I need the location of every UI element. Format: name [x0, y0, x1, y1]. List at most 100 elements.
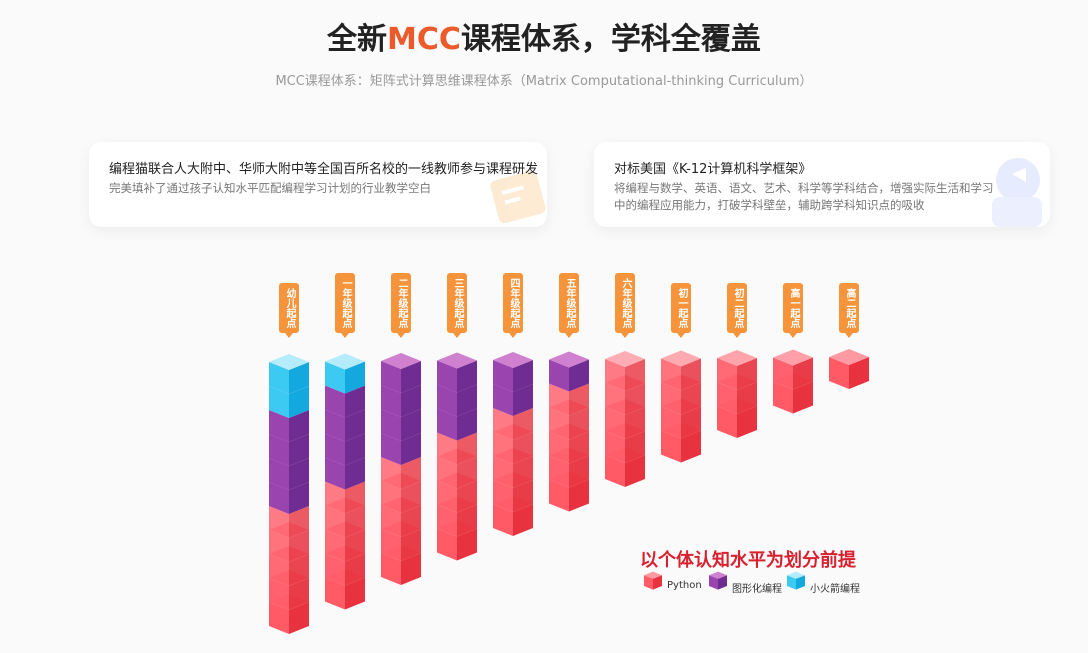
stage-label: 幼儿起点 — [279, 283, 299, 333]
cube-left — [829, 357, 849, 389]
cube-left — [325, 505, 345, 538]
cube-top — [717, 350, 757, 366]
cube-right — [401, 505, 421, 537]
cube-top — [605, 351, 645, 367]
cube-right — [513, 408, 533, 440]
cube-top — [709, 571, 727, 579]
cube-left — [717, 358, 737, 390]
cube-left — [269, 362, 289, 394]
stage-label: 六年级起点 — [615, 273, 635, 333]
cube-right — [569, 455, 589, 488]
cube-right — [681, 382, 701, 415]
cube-left — [269, 530, 289, 562]
cube-left — [661, 382, 681, 415]
cube-left — [549, 359, 569, 392]
cube-right — [569, 359, 589, 392]
cube-right — [289, 578, 309, 610]
cube-right — [345, 457, 365, 490]
cube-left — [381, 553, 401, 585]
stage-label: 初一起点 — [671, 283, 691, 333]
cube-top — [644, 571, 662, 579]
cube-right — [345, 529, 365, 562]
cube-left — [493, 480, 513, 512]
cube-right — [737, 406, 757, 438]
cube-right — [718, 575, 727, 590]
cube-top — [661, 350, 701, 367]
cube-stack-graphical — [549, 351, 589, 392]
cube-right — [457, 360, 477, 393]
legend-swatch — [709, 571, 727, 590]
cube-top — [269, 354, 309, 370]
cube-right — [345, 553, 365, 586]
tag-pointer — [397, 333, 405, 338]
cube-left — [605, 407, 625, 439]
stage-label: 二年级起点 — [391, 273, 411, 333]
cube-left — [325, 553, 345, 586]
cube-left — [381, 409, 401, 441]
cube-right — [401, 385, 421, 417]
title-suffix: 课程体系，学科全覆盖 — [460, 22, 761, 57]
cube-right — [625, 455, 645, 487]
cube-left — [493, 456, 513, 488]
cube-stack-python — [661, 350, 701, 463]
cube-left — [381, 505, 401, 537]
cube-left — [787, 575, 796, 590]
cube-stack-rocket — [269, 354, 309, 418]
card: 对标美国《K-12计算机科学框架》 将编程与数学、英语、语文、艺术、科学等学科结… — [594, 142, 1050, 227]
cube-right — [569, 479, 589, 512]
cube-right — [569, 383, 589, 416]
cube-top — [381, 353, 421, 369]
legend-label: 小火箭编程 — [810, 584, 860, 595]
cube-top — [773, 349, 813, 366]
cube-left — [325, 529, 345, 562]
cube-right — [681, 358, 701, 391]
cube-left — [661, 406, 681, 439]
cube-right — [569, 431, 589, 464]
cube-stack-rocket — [325, 353, 365, 394]
cube-right — [625, 407, 645, 439]
title-highlight: MCC — [387, 22, 461, 57]
card-icon — [992, 158, 1042, 227]
cube-left — [269, 602, 289, 634]
cube-left — [269, 434, 289, 466]
tag-pointer — [509, 333, 517, 338]
cube-right — [401, 481, 421, 513]
cube-left — [437, 384, 457, 417]
cube-right — [513, 432, 533, 464]
cube-left — [269, 410, 289, 442]
cube-right — [345, 481, 365, 514]
legend-swatch — [644, 571, 662, 590]
cube-right — [457, 384, 477, 417]
cube-left — [437, 480, 457, 513]
cube-stack-python — [325, 473, 365, 610]
cube-left — [325, 481, 345, 514]
cube-left — [549, 383, 569, 416]
cube-right — [345, 433, 365, 466]
tag-pointer — [789, 333, 797, 338]
cube-left — [437, 432, 457, 465]
cube-left — [269, 554, 289, 586]
cube-left — [325, 409, 345, 442]
cube-stack-python — [773, 349, 813, 414]
cube-right — [457, 528, 477, 561]
legend-label: Python — [667, 580, 702, 591]
cube-left — [717, 406, 737, 438]
cube-right — [793, 357, 813, 390]
cube-stack-python — [269, 498, 309, 634]
legend-label: 图形化编程 — [732, 584, 782, 595]
cube-left — [605, 359, 625, 391]
title-prefix: 全新 — [327, 22, 388, 57]
cube-right — [401, 457, 421, 489]
cube-left — [381, 529, 401, 561]
cube-right — [513, 384, 533, 416]
cube-right — [681, 430, 701, 463]
cube-left — [644, 575, 653, 590]
cube-right — [345, 409, 365, 442]
cube-left — [493, 432, 513, 464]
cube-right — [653, 575, 662, 590]
card-text: 完美填补了通过孩子认知水平匹配编程学习计划的行业教学空白 — [109, 181, 431, 195]
cube-right — [401, 433, 421, 465]
cube-right — [457, 480, 477, 513]
